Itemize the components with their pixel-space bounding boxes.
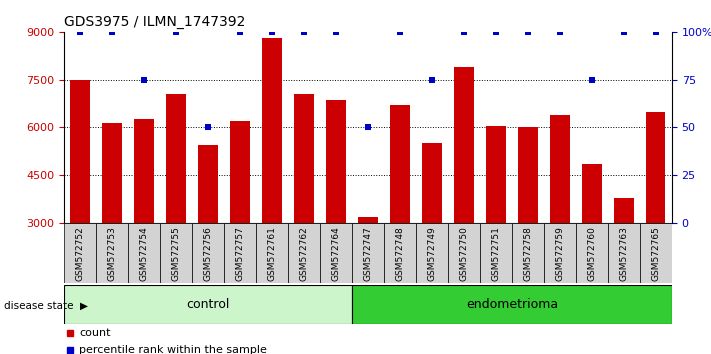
Bar <box>448 223 480 283</box>
Bar <box>384 223 416 283</box>
Text: GSM572758: GSM572758 <box>523 226 533 281</box>
Text: GSM572762: GSM572762 <box>299 226 309 281</box>
Text: GSM572750: GSM572750 <box>459 226 469 281</box>
Bar <box>166 94 186 223</box>
Bar <box>352 285 672 324</box>
Text: GSM572756: GSM572756 <box>203 226 213 281</box>
Bar <box>96 223 128 283</box>
Text: GSM572751: GSM572751 <box>491 226 501 281</box>
Bar <box>390 105 410 223</box>
Bar <box>454 67 474 223</box>
Text: GSM572757: GSM572757 <box>235 226 245 281</box>
Bar <box>294 94 314 223</box>
Text: GSM572760: GSM572760 <box>587 226 597 281</box>
Bar <box>480 223 512 283</box>
Text: GSM572752: GSM572752 <box>75 226 85 281</box>
Text: GSM572748: GSM572748 <box>395 226 405 281</box>
Point <box>106 29 117 35</box>
Point <box>75 29 85 35</box>
Bar <box>512 223 544 283</box>
Bar <box>256 223 288 283</box>
Point <box>458 29 469 35</box>
Text: GDS3975 / ILMN_1747392: GDS3975 / ILMN_1747392 <box>64 16 245 29</box>
Text: disease state  ▶: disease state ▶ <box>4 301 87 311</box>
Point <box>427 77 438 82</box>
Bar <box>550 115 570 223</box>
Bar <box>646 112 665 223</box>
Bar <box>608 223 640 283</box>
Text: percentile rank within the sample: percentile rank within the sample <box>79 345 267 354</box>
Bar <box>486 126 506 223</box>
Bar <box>128 223 160 283</box>
Point <box>234 29 246 35</box>
Text: GSM572765: GSM572765 <box>651 226 661 281</box>
Bar <box>288 223 320 283</box>
Text: GSM572759: GSM572759 <box>555 226 565 281</box>
Point <box>522 29 533 35</box>
Point <box>650 29 661 35</box>
Bar <box>518 127 538 223</box>
Point <box>299 29 310 35</box>
Point <box>266 29 277 35</box>
Text: GSM572763: GSM572763 <box>619 226 629 281</box>
Point <box>362 125 374 130</box>
Bar <box>192 223 224 283</box>
Bar <box>614 198 634 223</box>
Text: GSM572761: GSM572761 <box>267 226 277 281</box>
Text: control: control <box>186 298 230 311</box>
Bar <box>352 223 384 283</box>
Point <box>394 29 405 35</box>
Bar <box>320 223 352 283</box>
Text: GSM572753: GSM572753 <box>107 226 117 281</box>
Text: GSM572754: GSM572754 <box>139 226 149 281</box>
Bar <box>576 223 608 283</box>
Bar <box>64 285 352 324</box>
Bar <box>134 120 154 223</box>
Text: GSM572764: GSM572764 <box>331 226 341 281</box>
Point <box>490 29 501 35</box>
Point <box>170 29 181 35</box>
Point <box>554 29 565 35</box>
Text: count: count <box>79 328 111 338</box>
Bar <box>640 223 672 283</box>
Text: endometrioma: endometrioma <box>466 298 558 311</box>
Bar <box>160 223 192 283</box>
Point <box>202 125 213 130</box>
Text: GSM572747: GSM572747 <box>363 226 373 281</box>
Text: GSM572755: GSM572755 <box>171 226 181 281</box>
Bar <box>224 223 256 283</box>
Point <box>138 77 149 82</box>
Bar <box>358 217 378 223</box>
Point <box>586 77 597 82</box>
Bar <box>326 101 346 223</box>
Bar <box>544 223 576 283</box>
Bar <box>262 38 282 223</box>
Bar <box>102 123 122 223</box>
Point <box>618 29 630 35</box>
Text: GSM572749: GSM572749 <box>427 226 437 281</box>
Bar <box>70 80 90 223</box>
Bar <box>582 164 602 223</box>
Bar <box>422 143 442 223</box>
Bar <box>64 223 96 283</box>
Bar <box>416 223 448 283</box>
Bar <box>198 145 218 223</box>
Point <box>330 29 341 35</box>
Bar <box>230 121 250 223</box>
